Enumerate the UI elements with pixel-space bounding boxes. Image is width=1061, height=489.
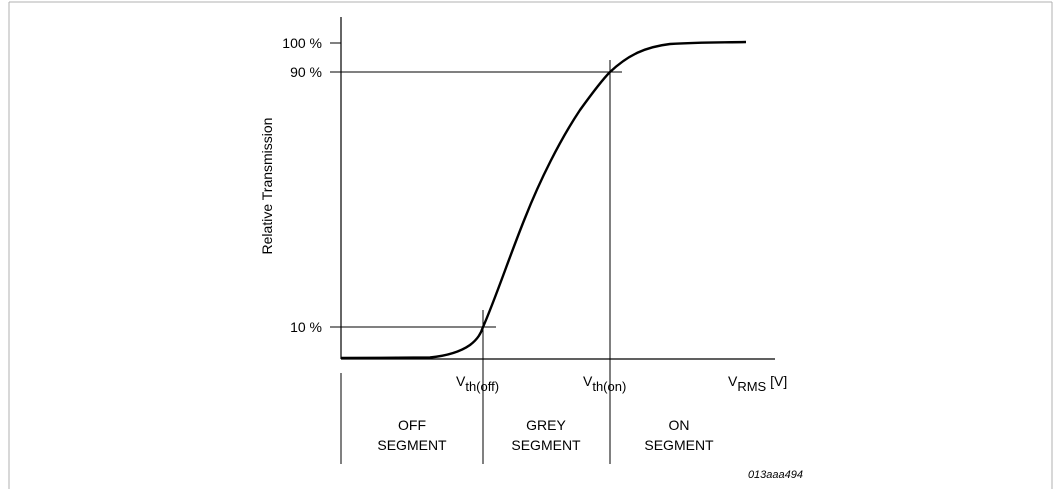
tick-label-100: 100 %	[282, 35, 322, 51]
tick-label-90: 90 %	[290, 64, 322, 80]
y-axis-label: Relative Transmission	[259, 118, 275, 255]
vth-off-subscript: th(off)	[465, 379, 499, 394]
off-segment-line2: SEGMENT	[377, 437, 447, 453]
x-axis-v: V	[728, 373, 738, 389]
vth-on-subscript: th(on)	[592, 379, 626, 394]
vth-on-main: V	[583, 373, 593, 389]
off-segment-line1: OFF	[398, 417, 426, 433]
grey-segment-line1: GREY	[526, 417, 566, 433]
x-axis-label: VRMS [V]	[728, 373, 787, 394]
figure-code: 013aaa494	[748, 469, 803, 481]
vth-on-label: Vth(on)	[583, 373, 626, 394]
x-axis-unit: [V]	[766, 373, 787, 389]
tick-label-10: 10 %	[290, 319, 322, 335]
grey-segment-line2: SEGMENT	[511, 437, 581, 453]
x-axis-rms-subscript: RMS	[737, 379, 766, 394]
on-segment-line1: ON	[669, 417, 690, 433]
transmission-curve	[340, 40, 747, 360]
vth-off-label: Vth(off)	[456, 373, 499, 394]
on-segment-line2: SEGMENT	[644, 437, 714, 453]
vth-off-main: V	[456, 373, 466, 389]
